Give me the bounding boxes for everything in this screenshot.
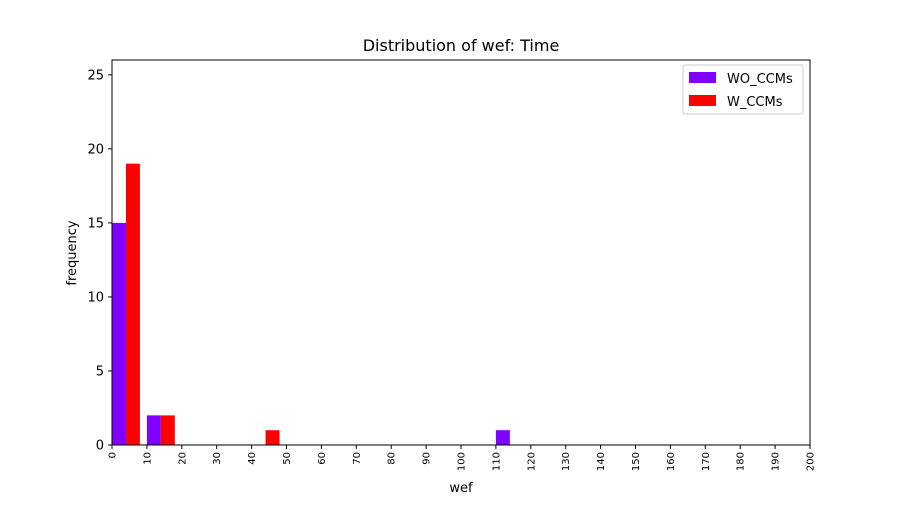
y-tick-label: 20 (87, 142, 104, 157)
chart-title: Distribution of wef: Time (363, 36, 560, 55)
legend: WO_CCMs W_CCMs (682, 64, 804, 115)
x-tick-label: 20 (177, 452, 188, 465)
y-tick-label: 0 (96, 439, 104, 454)
x-tick-label: 190 (771, 452, 782, 471)
x-tick-label: 100 (457, 452, 468, 471)
x-tick-label: 80 (387, 452, 398, 465)
x-tick-label: 130 (561, 452, 572, 471)
x-tick-label: 200 (806, 452, 817, 471)
y-axis-label: frequency (65, 220, 80, 286)
x-tick-label: 140 (596, 452, 607, 471)
bars-group (112, 163, 510, 445)
y-tick-label: 5 (96, 364, 104, 379)
bar-w-ccms-bin-0 (125, 163, 140, 445)
y-tick-label: 10 (87, 290, 104, 305)
legend-swatch-w-ccms (689, 95, 716, 106)
bar-wo-ccms-bin-110 (495, 430, 510, 445)
x-tick-label: 120 (526, 452, 537, 471)
bar-w-ccms-bin-10 (160, 415, 175, 445)
x-axis: 0 10 20 30 40 50 60 70 80 90 100 110 120 130 140 150 160… (108, 445, 817, 471)
x-tick-label: 90 (422, 452, 433, 465)
x-tick-label: 0 (108, 452, 119, 458)
x-tick-label: 70 (352, 452, 363, 465)
bar-w-ccms-bin-40 (265, 430, 280, 445)
bar-wo-ccms-bin-10 (146, 415, 161, 445)
legend-label-w-ccms: W_CCMs (727, 95, 783, 110)
x-tick-label: 110 (491, 452, 502, 471)
x-tick-label: 40 (247, 452, 258, 465)
x-tick-label: 60 (317, 452, 328, 465)
y-axis: 0 5 10 15 20 25 (87, 68, 112, 454)
legend-swatch-wo-ccms (689, 72, 716, 83)
x-tick-label: 170 (701, 452, 712, 471)
x-tick-label: 150 (631, 452, 642, 471)
x-tick-label: 50 (282, 452, 293, 465)
y-tick-label: 15 (87, 216, 104, 231)
x-tick-label: 180 (736, 452, 747, 471)
x-tick-label: 160 (666, 452, 677, 471)
legend-label-wo-ccms: WO_CCMs (727, 72, 793, 87)
y-tick-label: 25 (87, 68, 104, 83)
bar-wo-ccms-bin-0 (112, 222, 126, 445)
x-tick-label: 10 (142, 452, 153, 465)
x-tick-label: 30 (212, 452, 223, 465)
x-axis-label: wef (449, 481, 473, 496)
